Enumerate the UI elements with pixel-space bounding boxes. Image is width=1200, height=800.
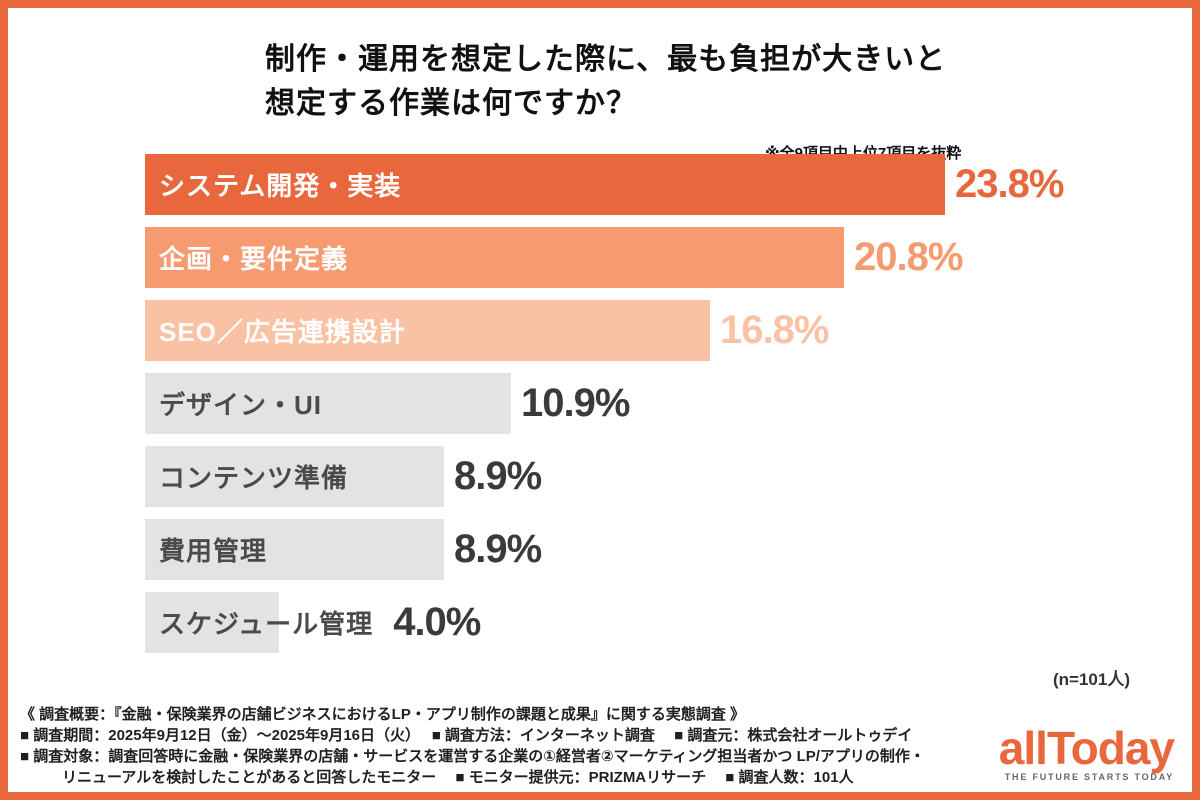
survey-target-continuation-line: リニューアルを検討したことがあると回答したモニター ■ モニター提供元：PRIZ… — [62, 769, 854, 786]
chart-title-line1: 制作・運用を想定した際に、最も負担が大きいと — [265, 43, 947, 76]
bar-value-label: 16.8% — [720, 308, 829, 352]
company-logo: allToday THE FUTURE STARTS TODAY — [998, 722, 1175, 782]
bar-row: 企画・要件定義 20.8% — [145, 227, 1192, 288]
bar-fill — [145, 227, 844, 288]
survey-period-line: ■ 調査期間：2025年9月12日（金）〜2025年9月16日（火） ■ 調査方… — [20, 727, 913, 744]
bar-value-label: 8.9% — [454, 454, 542, 498]
bar-fill — [145, 154, 945, 215]
survey-details: 《 調査概要：『金融・保険業界の店舗ビジネスにおけるLP・アプリ制作の課題と成果… — [20, 704, 995, 788]
bar-row: システム開発・実装 23.8% — [145, 154, 1192, 215]
bar-fill — [145, 519, 444, 580]
bar-category-label: SEO／広告連携設計 — [159, 317, 406, 347]
bar-value-label: 23.8% — [955, 162, 1064, 206]
bar-value-label: 8.9% — [454, 527, 542, 571]
survey-overview-line: 《 調査概要：『金融・保険業界の店舗ビジネスにおけるLP・アプリ制作の課題と成果… — [20, 706, 746, 723]
bar-category-label: システム開発・実装 — [159, 171, 402, 201]
bar-fill — [145, 446, 444, 507]
bar-category-label: 費用管理 — [159, 536, 268, 566]
bar-row: デザイン・UI 10.9% — [145, 373, 1192, 434]
bar-fill — [145, 373, 511, 434]
bar-category-label: 企画・要件定義 — [159, 244, 349, 274]
bar-category-label: スケジュール管理 — [159, 609, 374, 639]
bar-row: 費用管理 8.9% — [145, 519, 1192, 580]
bar-row: コンテンツ準備 8.9% — [145, 446, 1192, 507]
chart-title: 制作・運用を想定した際に、最も負担が大きいと 想定する作業は何ですか？ — [265, 38, 1192, 126]
logo-tagline: THE FUTURE STARTS TODAY — [1004, 772, 1174, 782]
sample-size-note: (n=101人) — [1053, 670, 1130, 689]
bar-fill — [145, 300, 710, 361]
bar-fill — [145, 592, 279, 653]
bar-row: SEO／広告連携設計 16.8% — [145, 300, 1192, 361]
bar-category-label: デザイン・UI — [159, 390, 323, 420]
bar-value-label: 4.0% — [393, 600, 481, 644]
bar-value-label: 20.8% — [854, 235, 963, 279]
survey-target-line: ■ 調査対象：調査回答時に金融・保険業界の店舗・サービスを運営する企業の①経営者… — [20, 748, 925, 765]
bar-row: スケジュール管理 4.0% — [145, 592, 1192, 653]
bar-value-label: 10.9% — [521, 381, 630, 425]
bar-chart: システム開発・実装 23.8% 企画・要件定義 20.8% SEO／広告連携設計 16.8… — [145, 154, 1192, 653]
chart-title-line2: 想定する作業は何ですか？ — [265, 87, 637, 120]
logo-text: allToday — [998, 722, 1175, 774]
chart-header: 制作・運用を想定した際に、最も負担が大きいと 想定する作業は何ですか？ ※全9項… — [8, 38, 1192, 162]
bar-category-label: コンテンツ準備 — [159, 463, 349, 493]
